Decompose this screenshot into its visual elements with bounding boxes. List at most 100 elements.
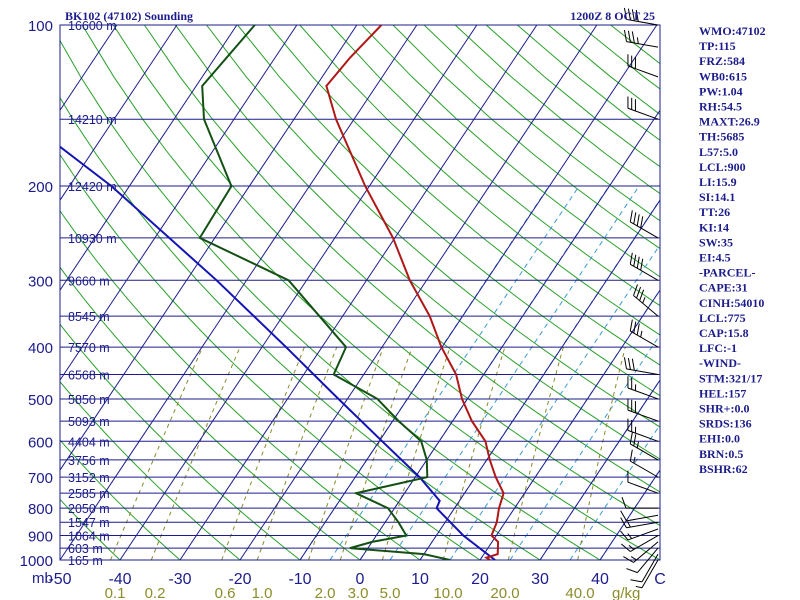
wind-barb-flag <box>633 434 637 446</box>
stability-index: MAXT:26.9 <box>699 115 760 129</box>
stability-index: WB0:615 <box>699 69 747 83</box>
temperature-tick-label: 40 <box>591 571 609 588</box>
wind-barb-staff <box>626 514 659 522</box>
wind-barb-flag <box>623 556 634 563</box>
isotherm-line <box>539 379 660 560</box>
wind-barb-half-flag <box>630 556 637 561</box>
wind-barb-flag <box>621 496 627 509</box>
wind-barb <box>620 517 659 529</box>
mixing-ratio-tick-label: 1.0 <box>252 585 273 600</box>
wind-barbs <box>620 7 659 589</box>
mixing-ratio-tick-label: 0.2 <box>145 585 166 600</box>
stability-index: STM:321/17 <box>699 371 762 385</box>
wind-barb-flag <box>633 284 638 296</box>
pressure-axis-label: mb <box>32 570 53 587</box>
height-label: 2585 m <box>68 487 110 501</box>
stability-index: PW:1.04 <box>699 84 743 98</box>
height-label: 3756 m <box>68 454 110 468</box>
wind-barb <box>620 510 659 522</box>
wind-barb-half-flag <box>636 441 639 449</box>
stability-index: CAPE:31 <box>699 281 748 295</box>
temperature-tick-label: 20 <box>471 571 489 588</box>
stability-index: KI:14 <box>699 220 729 234</box>
moist-adiabat-line <box>569 424 660 560</box>
stability-index: BRN:0.5 <box>699 447 743 461</box>
temperature-tick-label: -10 <box>288 571 311 588</box>
wind-barb <box>627 54 659 78</box>
wind-barb-staff <box>626 521 659 529</box>
wind-barb-half-flag <box>636 37 639 44</box>
temperature-trace <box>325 25 505 560</box>
height-labels: 16600 m 14210 m 12420 m 10930 m 9660 m 8545 m… <box>68 19 117 568</box>
wind-barb <box>621 535 659 552</box>
wind-barb-staff <box>630 221 659 239</box>
wind-barb <box>627 376 659 400</box>
wind-barb-staff <box>630 535 659 552</box>
wind-barb-flag <box>633 212 637 224</box>
wind-barb-flag <box>640 258 644 271</box>
wind-barb-staff <box>626 41 659 48</box>
stability-index: SHR+:0.0 <box>699 402 750 416</box>
wind-barb-staff <box>630 443 659 461</box>
mixing-ratio-unit: g/kg <box>612 585 640 600</box>
stability-index: SI:14.1 <box>699 190 735 204</box>
mixing-ratio-tick-label: 20.0 <box>490 585 519 600</box>
isotherm-line <box>179 25 538 560</box>
height-label: 5093 m <box>68 415 110 429</box>
mixing-ratio-tick-label: 2.0 <box>315 585 336 600</box>
mixing-ratio-tick-label: 40.0 <box>565 585 594 600</box>
moist-adiabat-line <box>389 185 640 560</box>
wind-barb <box>623 29 659 48</box>
isotherm-line <box>239 25 598 560</box>
pressure-tick-label: 300 <box>28 273 53 290</box>
wind-barb-flag <box>629 432 633 444</box>
plot-frame <box>59 24 661 561</box>
isotherm-line <box>419 199 660 560</box>
wind-barb-flag <box>623 7 627 20</box>
height-label: 1547 m <box>68 516 110 530</box>
wind-barb-half-flag <box>635 585 643 589</box>
pressure-tick-label: 200 <box>28 179 53 196</box>
wind-barb-flag <box>631 358 635 371</box>
stability-index: CINH:54010 <box>699 296 764 310</box>
height-label: 7570 m <box>68 341 110 355</box>
temperature-tick-label: 30 <box>531 571 549 588</box>
height-label: 8545 m <box>68 310 110 324</box>
wind-barb-flag <box>639 289 645 301</box>
stability-index: SRDS:136 <box>699 417 752 431</box>
wind-barb-flag <box>627 8 631 21</box>
height-label: 10930 m <box>68 232 117 246</box>
temperature-tick-label: 10 <box>411 571 429 588</box>
wind-barb-half-flag <box>640 330 643 338</box>
wind-barb <box>629 210 659 239</box>
pressure-tick-labels: 100 200 300 400 500 600 700 800 900 1000 <box>20 18 53 570</box>
wind-barb <box>627 418 659 442</box>
stability-index: TT:26 <box>699 205 730 219</box>
wind-barb-flag <box>620 530 629 541</box>
wind-barb-staff <box>641 559 659 588</box>
pressure-tick-label: 1000 <box>20 553 53 570</box>
wind-barb-flag <box>623 357 627 369</box>
mixing-ratio-tick-label: 10.0 <box>433 585 462 600</box>
height-label: 14210 m <box>68 113 117 127</box>
temperature-tick-label: -20 <box>228 571 251 588</box>
moist-adiabat-line <box>509 333 660 560</box>
mixing-ratio-tick-labels: 0.1 0.2 0.6 1.0 2.0 3.0 5.0 10.0 20.0 40.0 <box>105 585 595 600</box>
stability-index: HEL:157 <box>699 386 746 400</box>
wind-barb-staff <box>627 65 659 78</box>
sounding-datetime: 1200Z 8 OCT 25 <box>570 9 655 23</box>
wind-barb <box>627 398 659 422</box>
stability-index: LI:15.9 <box>699 175 737 189</box>
stability-index: L57:5.0 <box>699 145 738 159</box>
wind-barb-flag <box>631 9 635 21</box>
wind-barb-half-flag <box>633 456 636 464</box>
wind-barb-staff <box>637 547 659 573</box>
pressure-tick-label: 400 <box>28 340 53 357</box>
wind-barb-staff <box>630 263 659 281</box>
wind-barb <box>629 252 659 281</box>
isobars <box>60 25 660 560</box>
wind-barb <box>621 496 658 509</box>
wind-barb-staff <box>630 460 659 478</box>
wind-barb <box>629 319 659 348</box>
isotherm-line <box>60 25 238 292</box>
